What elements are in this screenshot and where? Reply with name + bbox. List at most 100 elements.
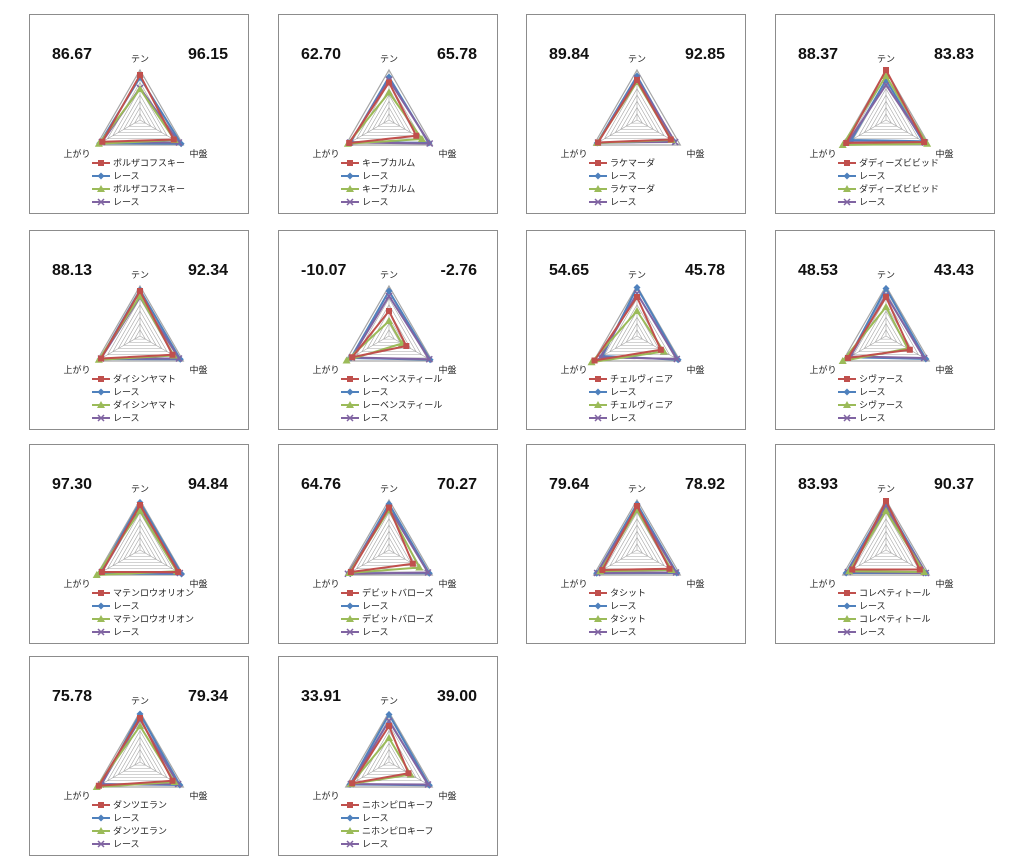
score-right: 92.34 <box>188 262 228 279</box>
radar-series <box>349 723 412 787</box>
radar-series <box>346 79 420 146</box>
legend-marker <box>594 615 602 622</box>
radar-grid-ring <box>95 710 185 788</box>
radar-grid-ring <box>128 536 152 557</box>
legend-marker <box>594 198 602 206</box>
legend-marker <box>346 401 354 408</box>
legend-marker <box>346 602 354 610</box>
legend-label: レーベンスティール <box>362 400 442 411</box>
radar-grid-ring <box>869 530 903 560</box>
legend-marker <box>346 414 354 422</box>
radar-grid-ring <box>631 329 643 340</box>
score-right: 65.78 <box>437 46 477 63</box>
legend-marker <box>97 602 105 610</box>
axis-label: テン <box>380 696 398 707</box>
axis-label: テン <box>380 484 398 495</box>
data-point <box>136 85 144 92</box>
radar-grid-ring <box>620 100 654 130</box>
legend-label: コレペティトール <box>859 614 930 625</box>
legend-marker <box>843 172 851 180</box>
legend-marker <box>594 628 602 636</box>
radar-chart-panel: テン 中盤 上がり 54.65 45.78 チェルヴィニア レース チェルヴィニア レース <box>526 230 746 430</box>
legend-label: キープカルム <box>362 184 415 195</box>
axis-label: 中盤 <box>190 364 208 376</box>
axis-label: 中盤 <box>439 364 457 376</box>
score-left: 64.76 <box>301 476 341 493</box>
radar-grid-ring <box>95 68 185 146</box>
legend-marker <box>843 388 851 396</box>
score-left: 48.53 <box>798 262 838 279</box>
legend-marker <box>595 590 601 596</box>
legend-label: ダンツエラン <box>113 825 167 837</box>
radar-grid-ring <box>134 755 146 766</box>
legend-label: レース <box>113 840 140 850</box>
legend-marker <box>97 840 105 848</box>
data-point <box>882 81 890 89</box>
score-right: 43.43 <box>934 262 974 279</box>
radar-series <box>599 503 673 573</box>
data-point <box>634 77 640 83</box>
series-line <box>100 72 176 143</box>
radar-grid-ring <box>134 329 146 340</box>
radar-grid-ring <box>614 524 660 563</box>
legend-marker <box>595 376 601 382</box>
series-line <box>349 719 430 786</box>
legend-label: レース <box>610 388 637 398</box>
data-point <box>95 782 102 789</box>
data-point <box>137 72 143 78</box>
radar-grid-ring <box>112 730 168 778</box>
axis-label: 中盤 <box>687 364 705 376</box>
series-line <box>846 83 927 144</box>
legend-label: デビットバローズ <box>362 587 434 599</box>
radar-grid-ring <box>841 284 931 362</box>
data-point <box>595 139 602 146</box>
data-point <box>633 284 641 291</box>
radar-grid-ring <box>372 316 406 346</box>
legend-label: レース <box>362 198 389 208</box>
data-point <box>920 568 929 575</box>
radar-grid-ring <box>128 748 152 769</box>
legend-marker <box>843 198 851 206</box>
radar-series <box>596 506 676 575</box>
axis-label: 中盤 <box>190 790 208 802</box>
legend-marker <box>347 802 353 808</box>
radar-grid-ring <box>112 518 168 566</box>
radar-grid-ring <box>874 322 898 343</box>
legend-label: レース <box>610 198 637 208</box>
radar-series <box>95 715 176 789</box>
radar-grid-ring <box>95 498 185 576</box>
axis-label: 中盤 <box>687 148 705 160</box>
legend-label: レース <box>610 628 637 638</box>
series-line <box>346 506 430 575</box>
radar-grid-ring <box>128 322 152 343</box>
legend-marker <box>347 160 353 166</box>
series-line <box>100 505 182 575</box>
axis-label: 上がり <box>63 148 90 160</box>
radar-grid-ring <box>123 530 157 560</box>
data-point <box>882 72 890 79</box>
data-point <box>844 355 851 361</box>
radar-series <box>843 67 928 146</box>
series-line <box>592 294 663 362</box>
series-line <box>596 78 673 144</box>
radar-grid-ring <box>377 322 401 343</box>
legend-label: レース <box>859 602 886 612</box>
radar-grid-ring <box>858 518 914 566</box>
legend-marker <box>594 185 602 192</box>
data-point <box>169 351 176 358</box>
radar-series <box>347 717 432 789</box>
radar-chart-panel: テン 中盤 上がり 75.78 79.34 ダンツエラン レース ダンツエラン レース <box>29 656 249 856</box>
radar-grid-ring <box>344 284 434 362</box>
radar-series <box>98 288 176 362</box>
legend-label: コレペティトール <box>859 588 930 599</box>
axis-label: 中盤 <box>687 578 705 590</box>
radar-series <box>593 503 680 577</box>
score-right: 79.34 <box>188 688 228 705</box>
radar-chart-panel: テン 中盤 上がり 88.37 83.83 ダディーズビビッド レース ダディーズビビッド レー… <box>775 14 995 214</box>
